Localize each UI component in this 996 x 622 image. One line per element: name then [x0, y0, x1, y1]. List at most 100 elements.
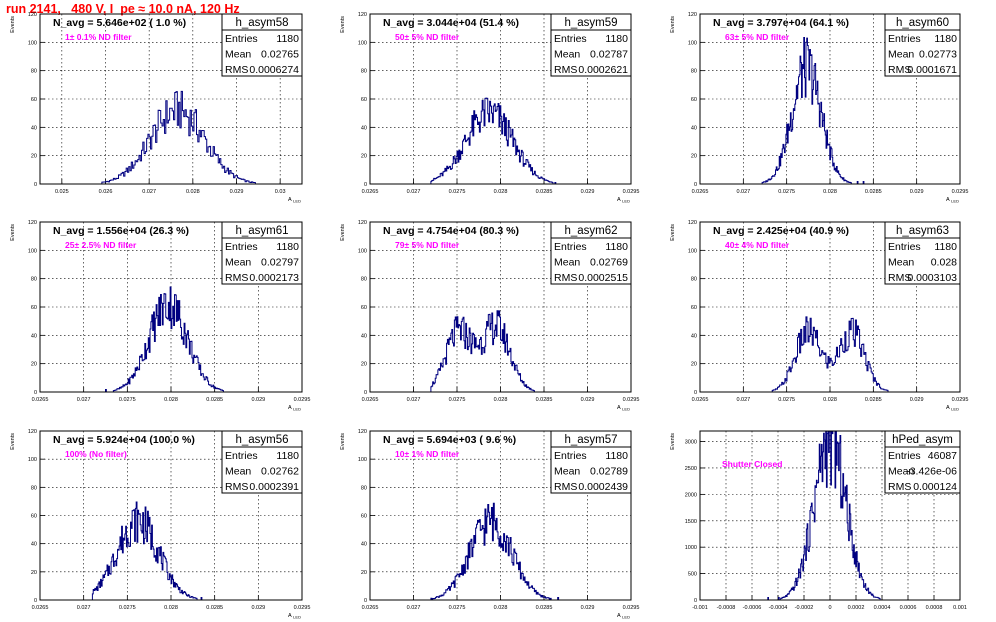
histogram-panel-h_asym63: 0.0265 0.027 0.0275 0.028 0.0285 0.029 0.0295 0…	[670, 220, 968, 412]
x-tick-label: 0.029	[581, 397, 595, 403]
plot-frame	[699, 13, 961, 185]
y-tick-label: 80	[31, 69, 37, 75]
y-tick-label: 100	[28, 248, 37, 254]
y-tick-label: 40	[361, 333, 367, 339]
y-tick-label: 20	[691, 154, 697, 160]
y-axis-title: Events	[340, 433, 346, 450]
y-tick-label: 120	[688, 12, 697, 18]
x-tick-label: 0.0295	[294, 605, 311, 611]
x-tick-label: 0.029	[251, 397, 265, 403]
plot-frame	[39, 13, 303, 185]
y-axis-title: Events	[670, 224, 676, 241]
x-tick-label: -0.001	[692, 605, 708, 611]
y-axis-title: Events	[340, 224, 346, 241]
n-avg-summary: N_avg = 1.556e+04 (26.3 %)	[53, 225, 189, 237]
x-tick-label: 0.0275	[119, 605, 136, 611]
histogram-panel-h_asym57: 0.0265 0.027 0.0275 0.028 0.0285 0.029 0.0295 0…	[340, 429, 639, 620]
stat-label: RMS	[554, 272, 577, 284]
x-tick-label: 0.0285	[865, 189, 882, 195]
histogram-panel-h_asym60: 0.0265 0.027 0.0275 0.028 0.0285 0.029 0.0295 0…	[670, 12, 968, 204]
x-axis-title: A LED	[946, 197, 959, 204]
x-tick-label: 0.028	[186, 189, 200, 195]
plot-frame	[369, 221, 632, 393]
y-tick-label: 100	[688, 40, 697, 46]
x-tick-label: 0.025	[55, 189, 69, 195]
x-tick-label: 0.029	[910, 189, 924, 195]
x-tick-label: 0.0004	[874, 605, 891, 611]
y-tick-label: 120	[28, 12, 37, 18]
stat-value: 0.0002621	[578, 64, 628, 76]
y-tick-label: 20	[31, 570, 37, 576]
y-tick-label: 0	[694, 390, 697, 396]
x-axis-title-sub: LED	[622, 615, 630, 620]
x-tick-label: 0.0285	[206, 397, 223, 403]
x-axis-title-sub: LED	[293, 615, 301, 620]
x-tick-label: -0.0004	[769, 605, 788, 611]
stats-box-frame	[884, 430, 961, 494]
y-tick-label: 40	[31, 333, 37, 339]
stat-label: Mean	[888, 49, 914, 61]
histogram-name: h_asym59	[564, 17, 617, 29]
y-tick-label: 60	[361, 97, 367, 103]
plot-frame	[699, 430, 961, 601]
x-axis-title-main: A	[946, 197, 950, 203]
stat-value: 0.0002173	[249, 272, 299, 284]
histogram-panel-h_asym58: 0.025 0.026 0.027 0.028 0.029 0.03 0 20 40 60 80 10…	[10, 12, 303, 204]
histogram-panel-h_asym62: 0.0265 0.027 0.0275 0.028 0.0285 0.029 0.0295 0…	[340, 220, 639, 412]
histogram-line	[96, 90, 276, 185]
x-tick-label: 0.0285	[536, 605, 553, 611]
y-tick-label: 80	[361, 485, 367, 491]
stat-label: Mean	[225, 49, 251, 61]
x-tick-label: 0.0275	[449, 189, 466, 195]
x-axis-title: A LED	[617, 197, 630, 204]
x-axis-title-sub: LED	[622, 407, 630, 412]
stats-box: h_asym59 Entries 1180 Mean 0.02787 RMS 0.00026…	[550, 13, 632, 77]
histogram-line	[430, 310, 553, 393]
stat-label: Entries	[554, 450, 587, 462]
stats-box: h_asym58 Entries 1180 Mean 0.02765 RMS 0.00062…	[221, 13, 303, 77]
x-tick-label: 0.0002	[848, 605, 865, 611]
histogram-name: h_asym63	[896, 225, 949, 237]
stat-label: Entries	[554, 33, 587, 45]
histogram-line	[760, 316, 908, 393]
x-tick-label: 0.0265	[692, 189, 709, 195]
stat-label: RMS	[225, 64, 248, 76]
y-tick-label: 3000	[685, 440, 697, 446]
y-axis-title: Events	[10, 433, 16, 450]
histogram-name: h_asym56	[235, 434, 288, 446]
y-tick-label: 80	[361, 69, 367, 75]
x-axis-title: A LED	[946, 405, 959, 412]
y-tick-label: 20	[361, 154, 367, 160]
x-tick-label: 0.027	[736, 397, 750, 403]
x-tick-label: 0.027	[407, 397, 421, 403]
stat-value: 0.0001671	[907, 64, 957, 76]
stat-label: Mean	[554, 49, 580, 61]
y-tick-label: 20	[31, 154, 37, 160]
x-axis-title-sub: LED	[293, 407, 301, 412]
filter-annotation: 63± 5% ND filter	[725, 32, 790, 42]
y-tick-label: 40	[691, 125, 697, 131]
stat-label: RMS	[225, 272, 248, 284]
stat-label: Entries	[225, 450, 258, 462]
histogram-panel-h_asym61: 0.0265 0.027 0.0275 0.028 0.0285 0.029 0.0295 0…	[10, 220, 310, 412]
stat-value: 0.0002439	[578, 481, 628, 493]
x-tick-label: 0.029	[581, 605, 595, 611]
x-axis-title-main: A	[288, 405, 292, 411]
stat-label: RMS	[554, 481, 577, 493]
y-tick-label: 100	[28, 40, 37, 46]
y-axis-title: Events	[670, 433, 676, 450]
stat-label: Mean	[225, 257, 251, 269]
x-axis-title-main: A	[288, 613, 292, 619]
stat-label: Entries	[554, 241, 587, 253]
plot-frame	[699, 221, 961, 393]
x-tick-label: 0.0265	[32, 397, 49, 403]
x-tick-label: 0.028	[823, 397, 837, 403]
x-tick-label: 0.027	[736, 189, 750, 195]
y-tick-label: 60	[31, 514, 37, 520]
stat-value: 46087	[928, 450, 957, 462]
plot-frame	[369, 430, 632, 601]
x-tick-label: 0	[828, 605, 831, 611]
y-tick-label: 40	[361, 542, 367, 548]
stat-value: 0.0003103	[907, 272, 957, 284]
